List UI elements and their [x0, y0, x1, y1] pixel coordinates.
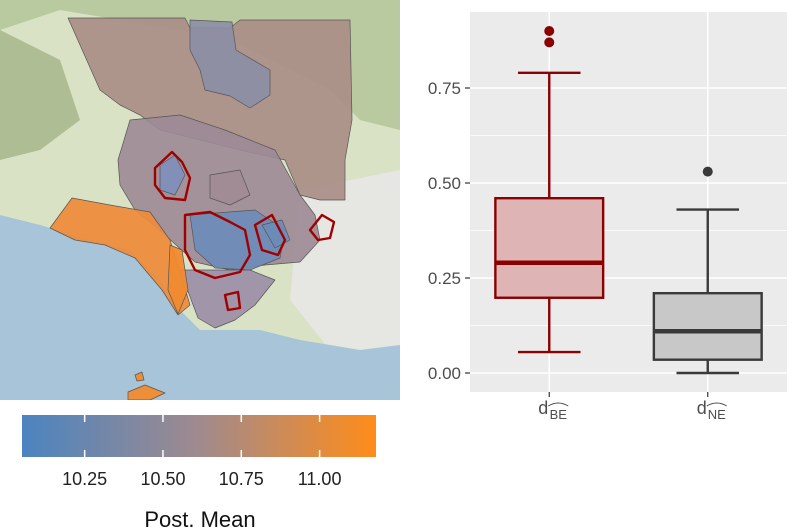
legend-tick-label: 10.25 — [62, 469, 107, 489]
x-axis: d BE d NE — [538, 392, 728, 422]
outlier-point — [544, 37, 555, 48]
highlight-border-north — [153, 150, 192, 202]
boxplot-chart: 0.000.250.500.75 d BE d NE — [428, 12, 787, 422]
y-tick-label: 0.25 — [428, 269, 461, 288]
box-iqr — [652, 292, 763, 361]
legend-ticks: 10.25 10.50 10.75 11.00 — [62, 415, 341, 489]
legend-tick-label: 11.00 — [298, 469, 342, 489]
highlight-border-east — [253, 213, 287, 257]
map-urban-area — [290, 170, 400, 360]
box-iqr — [494, 196, 605, 299]
y-tick-label: 0.00 — [428, 364, 461, 383]
highlight-border-far-east — [308, 213, 336, 242]
map-ocean — [0, 215, 400, 400]
region-west-orange — [49, 197, 191, 316]
y-axis: 0.00 0.25 0.50 0.75 — [428, 79, 470, 383]
map-highlight-borders — [153, 150, 336, 312]
choropleth-map — [0, 0, 400, 400]
x-tick-label-subscript: NE — [708, 407, 726, 422]
legend-title: Post. Mean — [144, 507, 255, 532]
region-island — [127, 384, 166, 400]
region-tract-a — [159, 154, 186, 196]
x-tick-label-subscript: BE — [550, 407, 568, 422]
region-central-blue — [189, 209, 286, 271]
x-tick-label: d — [538, 398, 548, 418]
x-tick-label: d — [697, 398, 707, 418]
highlight-border-south — [223, 290, 242, 312]
region-island-small — [134, 371, 145, 382]
region-tract-b — [209, 169, 251, 206]
outlier-point — [544, 26, 555, 36]
outlier-point — [702, 166, 713, 177]
region-antelope — [189, 19, 271, 109]
region-south — [179, 269, 276, 329]
y-tick-label: 0.50 — [428, 174, 461, 193]
x-tick-label-hat — [706, 402, 728, 407]
map-hills — [0, 30, 80, 160]
legend-tick-label: 10.75 — [219, 469, 264, 489]
region-beach — [167, 244, 189, 315]
legend-colorbar — [22, 415, 376, 457]
legend-tick-label: 10.50 — [140, 469, 185, 489]
color-legend: 10.25 10.50 10.75 11.00 Post. Mean — [22, 415, 376, 532]
box-series — [494, 26, 763, 375]
highlight-border-center — [183, 210, 252, 280]
x-tick-label-hat — [547, 402, 569, 407]
y-tick-label: 0.75 — [428, 79, 461, 98]
